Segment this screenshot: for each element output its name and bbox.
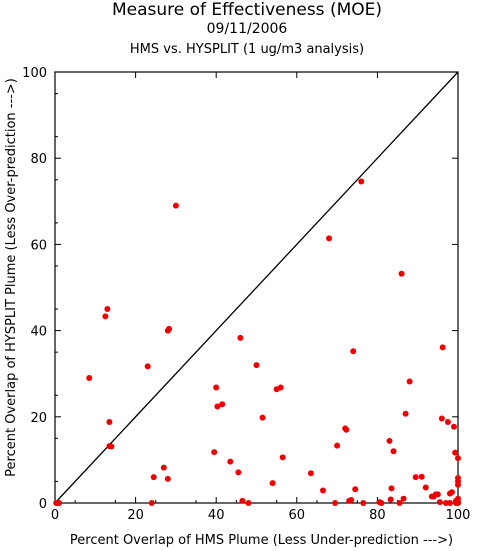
- data-point: [448, 489, 455, 496]
- data-point: [450, 423, 457, 430]
- data-point: [319, 487, 326, 494]
- data-point: [214, 403, 221, 410]
- data-point: [348, 496, 355, 503]
- one-to-one-line: [54, 71, 459, 504]
- data-point: [422, 484, 429, 491]
- data-point: [406, 378, 413, 385]
- data-point: [235, 469, 242, 476]
- y-axis-title: Percent Overlap of HYSPLIT Plume (Less O…: [4, 78, 19, 477]
- x-tick-label: 0: [51, 508, 59, 523]
- x-axis-title: Percent Overlap of HMS Plume (Less Under…: [70, 533, 453, 548]
- y-tick-label: 100: [22, 66, 47, 81]
- data-point: [412, 474, 419, 481]
- data-point: [446, 500, 453, 506]
- axes: 0 20 40 60 80 100 0 20 40 60 80 100: [22, 66, 470, 523]
- x-tick-label: 40: [208, 508, 225, 523]
- data-point: [86, 375, 93, 382]
- data-point: [396, 500, 403, 506]
- chart-subtitle: HMS vs. HYSPLIT (1 ug/m3 analysis): [129, 42, 365, 57]
- data-point: [452, 449, 459, 456]
- y-tick-label: 60: [30, 238, 47, 253]
- chart-title: Measure of Effectiveness (MOE): [111, 0, 383, 20]
- data-point: [160, 464, 167, 471]
- data-point: [455, 481, 461, 488]
- data-point: [343, 426, 350, 433]
- data-point: [378, 500, 385, 506]
- data-point: [237, 334, 244, 341]
- plot-frame: [54, 71, 459, 504]
- data-point: [102, 313, 109, 320]
- data-point: [279, 454, 286, 461]
- data-point: [269, 480, 276, 487]
- chart-date: 09/11/2006: [206, 21, 288, 37]
- data-point: [239, 497, 246, 504]
- data-point: [444, 418, 451, 425]
- data-point: [211, 449, 218, 456]
- data-point: [350, 348, 357, 355]
- y-tick-label: 0: [39, 497, 47, 512]
- data-point: [144, 363, 151, 370]
- y-tick-label: 80: [30, 152, 47, 167]
- data-point: [386, 437, 393, 444]
- data-point: [326, 235, 333, 242]
- x-tick-label: 60: [289, 508, 306, 523]
- data-point: [53, 500, 60, 506]
- y-tick-label: 20: [30, 411, 47, 426]
- data-point: [104, 306, 111, 313]
- data-point: [108, 443, 115, 450]
- data-point: [219, 401, 226, 408]
- data-point: [358, 178, 365, 185]
- data-point: [455, 500, 461, 506]
- data-point: [352, 486, 359, 493]
- y-tick-label: 40: [30, 325, 47, 340]
- data-point: [259, 414, 266, 421]
- reference-line-group: [54, 71, 459, 504]
- data-point: [360, 500, 367, 506]
- data-point: [227, 458, 234, 465]
- x-tick-label: 20: [127, 508, 144, 523]
- data-point: [150, 474, 157, 481]
- data-point: [455, 455, 461, 462]
- data-point: [307, 470, 314, 477]
- data-points: [53, 178, 461, 506]
- data-point: [455, 475, 461, 482]
- data-point: [332, 500, 339, 506]
- data-point: [390, 448, 397, 455]
- data-point: [245, 500, 252, 506]
- data-point: [387, 496, 394, 503]
- data-point: [106, 418, 113, 425]
- data-point: [148, 500, 155, 506]
- data-point: [400, 495, 407, 502]
- data-point: [436, 499, 443, 506]
- data-point: [402, 410, 409, 417]
- data-point: [253, 362, 260, 369]
- data-point: [438, 415, 445, 422]
- data-point: [434, 491, 441, 498]
- data-point: [166, 325, 173, 332]
- data-point: [213, 384, 220, 391]
- data-point: [172, 202, 179, 209]
- data-point: [334, 442, 341, 449]
- data-point: [398, 270, 405, 277]
- data-point: [439, 344, 446, 351]
- x-tick-label: 100: [446, 508, 471, 523]
- data-point: [418, 473, 425, 480]
- x-tick-label: 80: [369, 508, 386, 523]
- data-point: [164, 475, 171, 482]
- data-point: [277, 384, 284, 391]
- data-point: [388, 485, 395, 492]
